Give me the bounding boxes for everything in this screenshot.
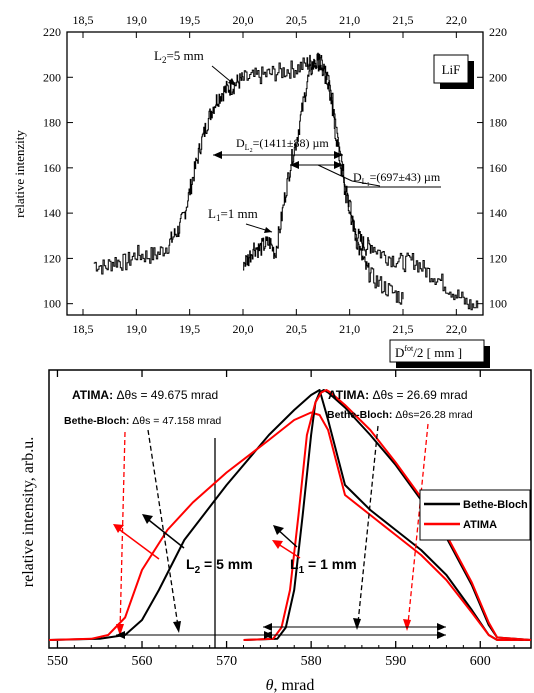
top-ytick-label-right: 160: [489, 161, 507, 175]
right-black-dashed-arrow: [358, 426, 378, 623]
top-ytick-label-right: 180: [489, 116, 507, 130]
top-ytick-label-right: 220: [489, 25, 507, 39]
top-xtick-label-bottom: 21,5: [393, 322, 414, 336]
left-black-dashed-head: [173, 621, 181, 633]
legend-box: [420, 490, 530, 540]
dl2-arrow-left: [213, 151, 222, 159]
top-ytick-label-left: 120: [43, 251, 61, 265]
top-xtick-label-bottom: 21,0: [339, 322, 360, 336]
top-xtick-label-bottom: 20,5: [286, 322, 307, 336]
right-width-1-head-l: [263, 623, 272, 631]
bottom-l1-label: L1 = 1 mm: [290, 556, 357, 576]
bottom-xtick-label: 560: [132, 654, 153, 669]
top-ytick-label-left: 200: [43, 70, 61, 84]
bottom-l2-label: L2 = 5 mm: [186, 556, 253, 576]
lif-label: LiF: [442, 62, 461, 77]
bottom-xtick-label: 580: [301, 654, 322, 669]
right-width-2-head-r: [437, 631, 446, 639]
bottom-xtick-label: 600: [470, 654, 491, 669]
top-ytick-label-left: 220: [43, 25, 61, 39]
atima-left-text: ATIMA: Δθs = 49.675 mrad: [72, 388, 218, 402]
top-xtick-label-top: 18,5: [73, 13, 94, 27]
bottom-ylabel: relative intensity, arb.u.: [20, 437, 37, 587]
legend-label-atima: ATIMA: [463, 519, 497, 531]
top-ytick-label-left: 160: [43, 161, 61, 175]
top-l2-label: L2=5 mm: [154, 48, 204, 65]
dl2-label: DL2=(1411±88) µm: [236, 136, 329, 154]
bottom-xtick-label: 590: [385, 654, 406, 669]
top-xtick-label-top: 19,0: [126, 13, 147, 27]
bethe-left-text: Bethe-Bloch: Δθs = 47.158 mrad: [64, 415, 221, 427]
top-ytick-label-right: 100: [489, 297, 507, 311]
top-xtick-label-top: 19,5: [179, 13, 200, 27]
top-ytick-label-right: 140: [489, 206, 507, 220]
top-ytick-label-left: 140: [43, 206, 61, 220]
bethe-right-text: Bethe-Bloch: Δθs=26.28 mrad: [327, 409, 473, 421]
top-xtick-label-top: 20,5: [286, 13, 307, 27]
top-chart: 18,5 18,5 19,0 19,0 19,5 19,5 20,0 20,0 20,5 20,5…: [12, 13, 507, 368]
top-xtick-label-top: 22,0: [446, 13, 467, 27]
right-width-1-head-r: [437, 623, 446, 631]
top-ytick-label-right: 200: [489, 70, 507, 84]
legend-label-bethe-bloch: Bethe-Bloch: [463, 499, 528, 511]
top-xtick-label-top: 20,0: [233, 13, 254, 27]
atima-right-text: ATIMA: Δθs = 26.69 mrad: [328, 388, 468, 402]
top-xtick-label-bottom: 19,5: [179, 322, 200, 336]
top-ytick-label-right: 120: [489, 251, 507, 265]
left-black-dashed-arrow: [148, 430, 178, 626]
top-xtick-label-bottom: 22,0: [446, 322, 467, 336]
top-l1-label: L1=1 mm: [208, 206, 258, 223]
bottom-xtick-label: 550: [47, 654, 68, 669]
top-xtick-label-bottom: 18,5: [73, 322, 94, 336]
top-xtick-label-bottom: 19,0: [126, 322, 147, 336]
top-ylabel: relative intenzity: [12, 130, 27, 218]
top-xtick-label-bottom: 20,0: [233, 322, 254, 336]
bottom-chart: 550 560 570 580 590 600 relative intensity, a…: [20, 370, 531, 693]
dl1-label: DL1=(697±43) µm: [353, 170, 441, 188]
top-l2-arrowhead: [228, 78, 236, 86]
bottom-xtick-label: 570: [216, 654, 237, 669]
top-ytick-label-left: 100: [43, 297, 61, 311]
right-black-dashed-head: [353, 618, 361, 630]
top-xtick-label-top: 21,0: [339, 13, 360, 27]
bottom-xlabel: θ, mrad: [266, 677, 315, 693]
top-l1-arrowhead: [264, 227, 272, 233]
l1-arrowhead-red: [272, 540, 283, 549]
top-ytick-label-left: 180: [43, 116, 61, 130]
l2-arrow-black: [145, 517, 184, 548]
top-xtick-label-top: 21,5: [393, 13, 414, 27]
right-red-dashed-head: [403, 619, 411, 631]
